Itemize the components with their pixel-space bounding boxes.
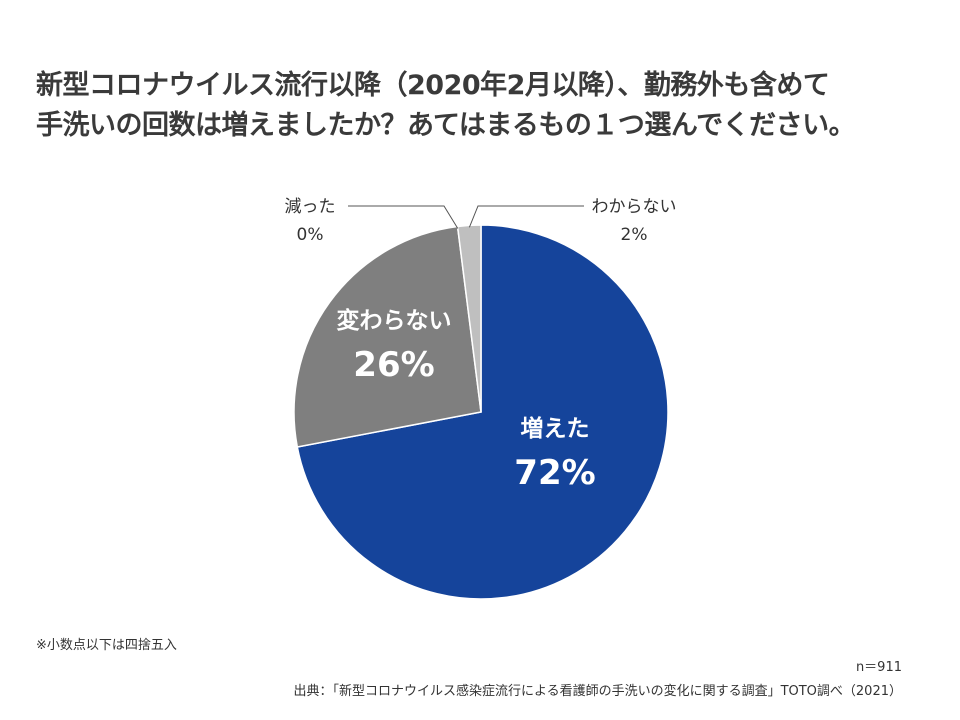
slice-3-value-label: 2%: [621, 225, 648, 245]
chart-title-line-1: 新型コロナウイルス流行以降（2020年2月以降）、勤務外も含めて: [36, 70, 830, 101]
slice-2-value-label: 0%: [297, 225, 324, 245]
slice-1-category-label: 変わらない: [337, 307, 452, 334]
chart-title: 新型コロナウイルス流行以降（2020年2月以降）、勤務外も含めて 手洗いの回数は…: [36, 66, 936, 146]
slice-1-wedge: [293, 225, 482, 448]
source-citation: 出典：「新型コロナウイルス感染症流行による看護師の手洗いの変化に関する調査」TO…: [293, 684, 902, 699]
slice-2-leader-line: [348, 205, 459, 229]
rounding-footnote: ※小数点以下は四捨五入: [36, 638, 177, 653]
slice-0-category-label: 増えた: [521, 415, 590, 442]
slice-2-category-label: 減った: [285, 197, 336, 217]
slice-1-value-label: 26%: [353, 345, 434, 385]
slice-labels: 増えた 72% 変わらない 26% 減った 0% わからない 2%: [285, 197, 677, 493]
slice-0-value-label: 72%: [514, 453, 595, 493]
chart-title-line-2: 手洗いの回数は増えましたか？あてはまるもの１つ選んでください。: [36, 110, 856, 141]
pie-slices: [293, 224, 669, 600]
slice-3-wedge: [456, 224, 482, 413]
slice-3-category-label: わからない: [592, 197, 677, 217]
leader-lines: [348, 205, 584, 229]
slice-0-wedge: [296, 224, 669, 600]
sample-size: n＝911: [855, 660, 902, 675]
slice-3-leader-line: [468, 205, 584, 228]
